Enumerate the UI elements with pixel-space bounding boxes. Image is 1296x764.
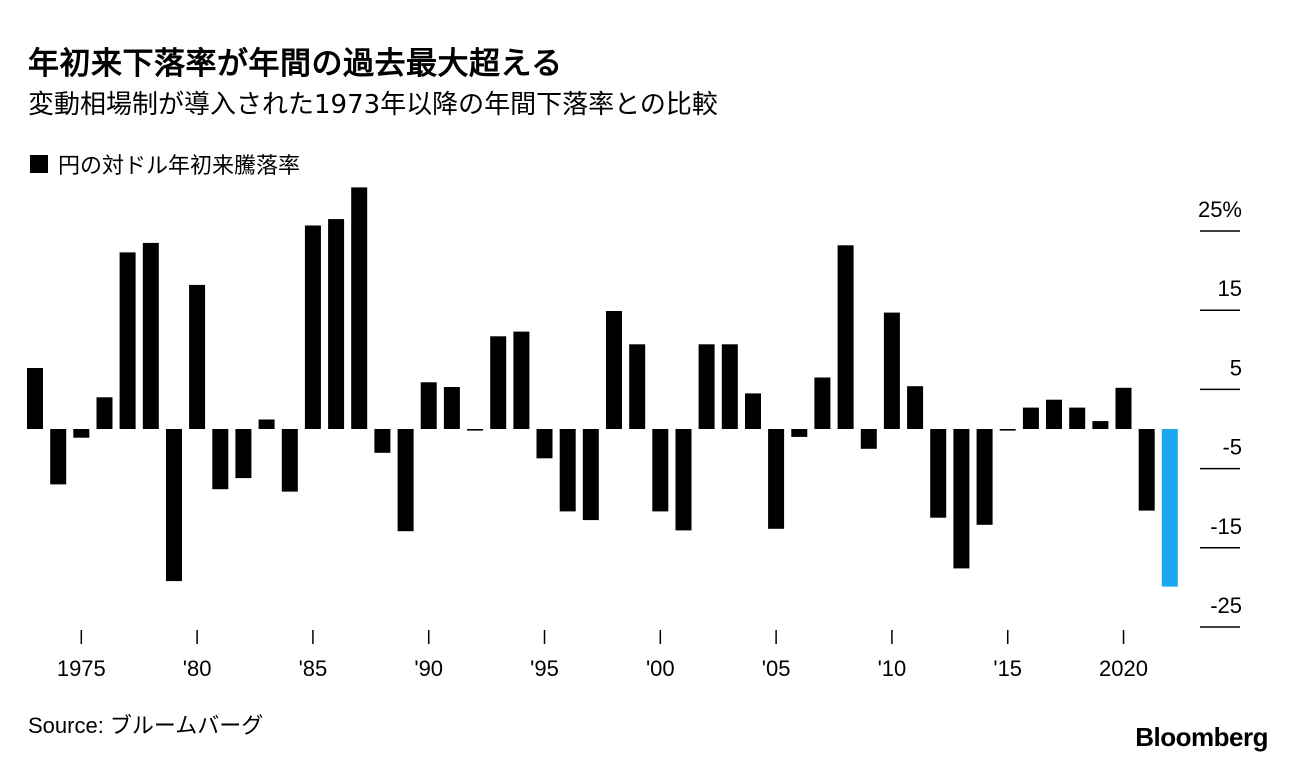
bar-2003	[721, 344, 738, 429]
bar-2019	[1092, 421, 1109, 429]
bar-1977	[119, 252, 136, 429]
bar-1988	[374, 429, 391, 453]
bar-1973	[27, 368, 43, 429]
y-tick-label: -25	[1210, 593, 1242, 618]
bar-2008	[837, 245, 854, 429]
bar-2017	[1046, 399, 1062, 429]
legend: 円の対ドル年初来騰落率	[30, 148, 300, 180]
bar-1984	[281, 429, 298, 492]
y-tick-label: 15	[1218, 276, 1242, 301]
bars-group	[27, 187, 1178, 587]
bar-1981	[212, 429, 229, 490]
bar-1976	[96, 397, 113, 429]
bar-2016	[1022, 407, 1039, 429]
bar-2002	[698, 344, 715, 429]
bar-1993	[490, 336, 507, 429]
x-tick-label: '00	[646, 656, 675, 681]
bar-1974	[50, 429, 67, 485]
bar-1998	[606, 311, 622, 429]
bar-1995	[536, 429, 553, 459]
x-axis: 1975 '80 '85 '90 '95 '00 '05 '10 '15 2020	[57, 630, 1148, 681]
bar-2018	[1069, 407, 1086, 429]
y-tick-label: -5	[1222, 435, 1242, 460]
bar-1992	[467, 429, 483, 431]
bar-1996	[559, 429, 576, 512]
bar-1982	[235, 429, 252, 479]
bar-2011	[907, 386, 924, 429]
chart-title: 年初来下落率が年間の過去最大超える	[28, 46, 563, 82]
bar-1987	[351, 187, 368, 429]
bar-2012	[930, 429, 947, 518]
bar-1983	[258, 419, 275, 429]
x-tick-label: '10	[878, 656, 907, 681]
y-tick-label: 25%	[1198, 197, 1242, 222]
bar-2006	[791, 429, 808, 437]
y-tick-label: 5	[1230, 355, 1242, 380]
bar-2010	[883, 312, 900, 429]
bar-1975	[73, 429, 90, 438]
x-tick-label: '15	[993, 656, 1022, 681]
bar-2013	[953, 429, 970, 569]
bar-1994	[513, 331, 530, 429]
bar-1997	[582, 429, 599, 521]
bar-1985	[304, 225, 321, 429]
x-tick-label: 2020	[1099, 656, 1148, 681]
bar-1980	[189, 284, 206, 429]
bar-1986	[328, 219, 345, 429]
legend-swatch	[30, 155, 48, 173]
x-tick-label: '90	[414, 656, 443, 681]
bar-2020	[1115, 387, 1132, 429]
y-axis: 25% 15 5 -5 -15 -25	[1198, 197, 1242, 628]
bar-2015	[999, 429, 1016, 431]
bloomberg-logo: Bloomberg	[1135, 722, 1268, 752]
bar-1991	[443, 387, 460, 429]
bar-1989	[397, 429, 414, 532]
source-note: Source: ブルームバーグ	[28, 713, 264, 738]
bar-2022	[1161, 429, 1178, 587]
bar-2009	[860, 429, 877, 449]
bar-1990	[420, 382, 437, 429]
bar-2000	[652, 429, 669, 512]
y-tick-label: -15	[1210, 514, 1242, 539]
x-tick-label: 1975	[57, 656, 106, 681]
chart-subtitle: 変動相場制が導入された1973年以降の年間下落率との比較	[28, 90, 718, 120]
bar-2007	[814, 377, 831, 429]
x-tick-label: '95	[530, 656, 559, 681]
x-tick-label: '80	[183, 656, 212, 681]
bar-2005	[768, 429, 785, 529]
x-tick-label: '05	[762, 656, 791, 681]
bar-1978	[142, 242, 159, 429]
bar-2021	[1138, 429, 1155, 511]
bar-2004	[745, 393, 761, 429]
bar-1979	[166, 429, 182, 582]
x-tick-label: '85	[299, 656, 328, 681]
bar-2001	[675, 429, 692, 531]
legend-label: 円の対ドル年初来騰落率	[58, 154, 301, 179]
bar-1999	[629, 344, 646, 429]
bar-2014	[976, 429, 993, 525]
